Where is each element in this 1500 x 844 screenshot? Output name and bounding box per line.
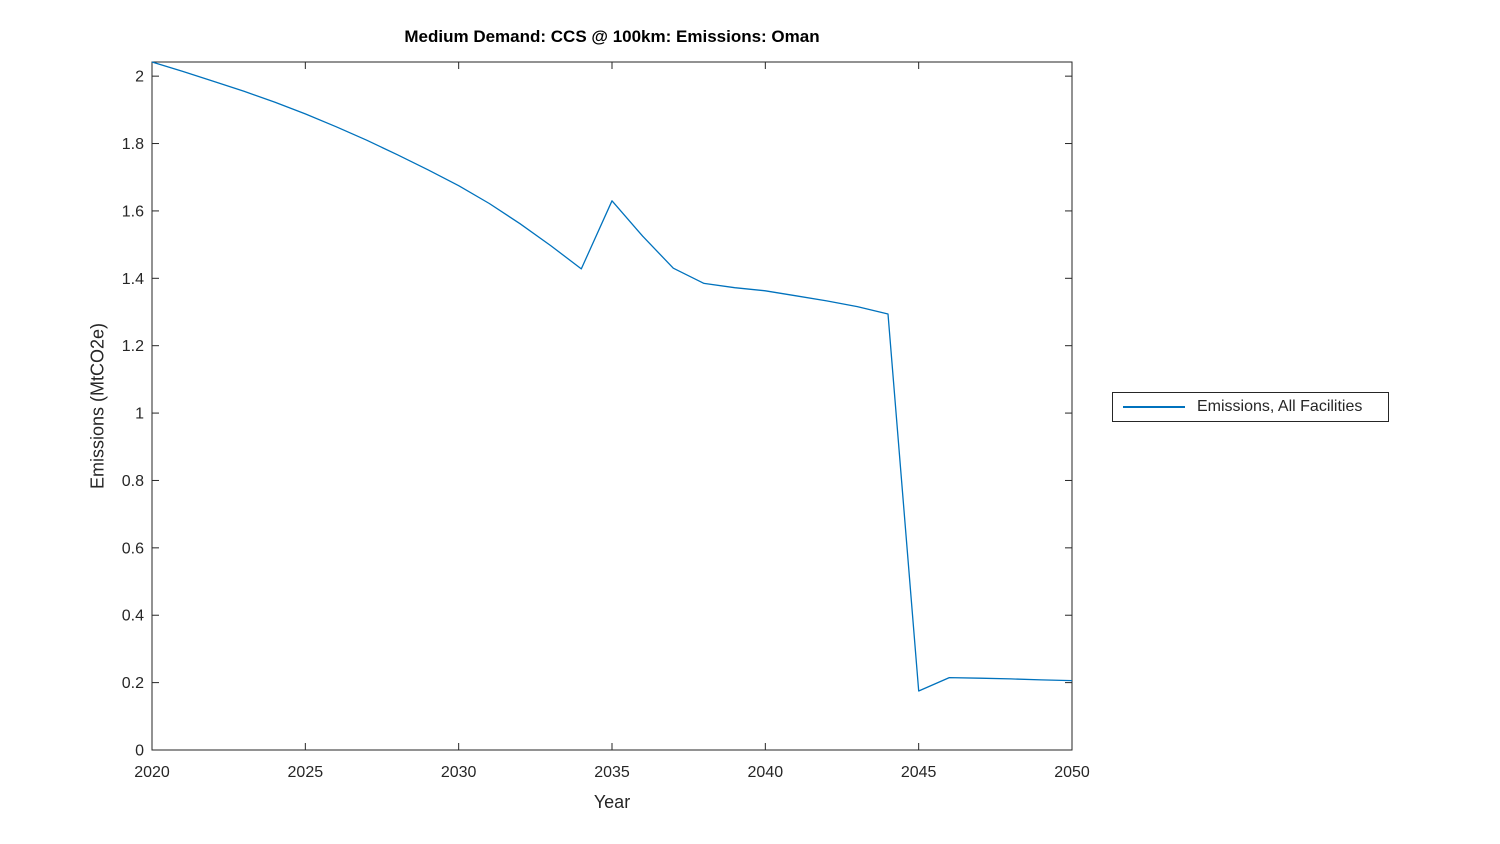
x-tick-label: 2020 — [134, 764, 170, 781]
y-tick-label: 0.4 — [122, 608, 144, 625]
chart-title: Medium Demand: CCS @ 100km: Emissions: O… — [404, 27, 820, 46]
y-tick-label: 1.8 — [122, 136, 144, 153]
y-tick-label: 0.6 — [122, 540, 144, 557]
y-tick-label: 0.8 — [122, 473, 144, 490]
y-tick-label: 2 — [135, 69, 144, 86]
x-tick-label: 2030 — [441, 764, 477, 781]
y-tick-label: 1.4 — [122, 271, 144, 288]
y-tick-label: 1 — [135, 406, 144, 423]
series-line — [151, 61, 1073, 692]
y-tick-label: 1.6 — [122, 203, 144, 220]
legend-label: Emissions, All Facilities — [1197, 398, 1363, 415]
x-axis-label: Year — [593, 792, 631, 812]
y-tick-label: 0.2 — [122, 675, 144, 692]
legend-line-sample — [1123, 406, 1185, 408]
x-tick-label: 2040 — [748, 764, 784, 781]
x-tick-label: 2045 — [901, 764, 937, 781]
y-tick-label: 0 — [135, 743, 144, 760]
x-tick-label: 2050 — [1054, 764, 1090, 781]
plot-box — [151, 61, 1073, 751]
x-tick-label: 2035 — [594, 764, 630, 781]
x-tick-label: 2025 — [288, 764, 324, 781]
legend: Emissions, All Facilities — [1112, 392, 1389, 422]
y-tick-label: 1.2 — [122, 338, 144, 355]
